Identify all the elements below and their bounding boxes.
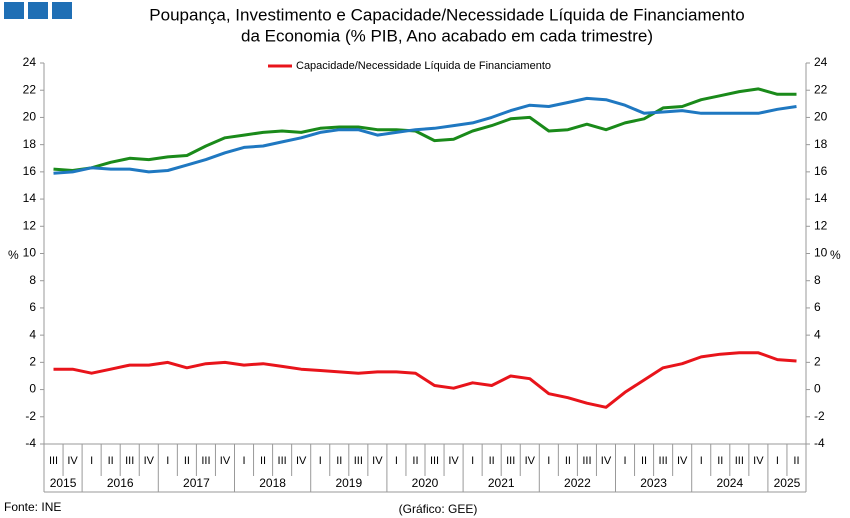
x-tick-label: II bbox=[108, 455, 114, 467]
x-tick-label: IV bbox=[372, 455, 383, 467]
y-tick-label: -4 bbox=[25, 436, 36, 450]
x-tick-label: I bbox=[471, 455, 474, 467]
x-tick-label: I bbox=[776, 455, 779, 467]
y2-tick-label: 10 bbox=[814, 246, 828, 260]
x-tick-label: I bbox=[700, 455, 703, 467]
year-label: 2018 bbox=[259, 476, 286, 490]
year-label: 2025 bbox=[774, 476, 801, 490]
x-tick-label: I bbox=[242, 455, 245, 467]
year-label: 2020 bbox=[412, 476, 439, 490]
x-tick-label: III bbox=[49, 455, 58, 467]
legend-label: Capacidade/Necessidade Líquida de Financ… bbox=[296, 60, 551, 72]
year-label: 2019 bbox=[335, 476, 362, 490]
year-label: 2023 bbox=[640, 476, 667, 490]
y-tick-label: 16 bbox=[23, 164, 37, 178]
year-label: 2016 bbox=[107, 476, 134, 490]
y-tick-label: 22 bbox=[23, 82, 37, 96]
series-line bbox=[53, 351, 797, 409]
x-tick-label: III bbox=[354, 455, 363, 467]
source: Fonte: INE bbox=[4, 500, 61, 514]
x-tick-label: I bbox=[395, 455, 398, 467]
x-tick-label: II bbox=[184, 455, 190, 467]
x-tick-label: IV bbox=[220, 455, 231, 467]
x-tick-label: I bbox=[547, 455, 550, 467]
logo-block bbox=[52, 2, 72, 19]
y-tick-label: 10 bbox=[23, 246, 37, 260]
credit: (Gráfico: GEE) bbox=[399, 502, 478, 516]
y-tick-label: 12 bbox=[23, 218, 37, 232]
y2-tick-label: -4 bbox=[814, 436, 825, 450]
logo-block bbox=[28, 2, 48, 19]
x-tick-label: II bbox=[336, 455, 342, 467]
y2-tick-label: -2 bbox=[814, 409, 825, 423]
y2-tick-label: 14 bbox=[814, 191, 828, 205]
year-label: 2021 bbox=[488, 476, 515, 490]
x-tick-label: IV bbox=[601, 455, 612, 467]
x-tick-label: IV bbox=[296, 455, 307, 467]
y-tick-label: 20 bbox=[23, 110, 37, 124]
y-tick-label: 24 bbox=[23, 55, 37, 69]
y2-tick-label: 12 bbox=[814, 218, 828, 232]
y-tick-label: 18 bbox=[23, 137, 37, 151]
x-tick-label: I bbox=[623, 455, 626, 467]
x-tick-label: II bbox=[793, 455, 799, 467]
y-tick-label: 0 bbox=[29, 382, 36, 396]
year-label: 2024 bbox=[716, 476, 743, 490]
series-line bbox=[53, 87, 797, 172]
logo-block bbox=[4, 2, 24, 19]
series-line bbox=[53, 96, 797, 175]
y2-tick-label: 0 bbox=[814, 382, 821, 396]
year-label: 2022 bbox=[564, 476, 591, 490]
x-tick-label: IV bbox=[753, 455, 764, 467]
x-tick-label: II bbox=[641, 455, 647, 467]
x-tick-label: II bbox=[412, 455, 418, 467]
x-tick-label: IV bbox=[67, 455, 78, 467]
x-tick-label: II bbox=[260, 455, 266, 467]
x-tick-label: IV bbox=[144, 455, 155, 467]
y2-tick-label: 2 bbox=[814, 355, 821, 369]
x-tick-label: II bbox=[717, 455, 723, 467]
x-tick-label: III bbox=[430, 455, 439, 467]
y-tick-label: -2 bbox=[25, 409, 36, 423]
y2-tick-label: 18 bbox=[814, 137, 828, 151]
x-tick-label: II bbox=[565, 455, 571, 467]
x-tick-label: III bbox=[659, 455, 668, 467]
y-tick-label: 14 bbox=[23, 191, 37, 205]
year-label: 2015 bbox=[50, 476, 77, 490]
x-tick-label: III bbox=[201, 455, 210, 467]
x-tick-label: I bbox=[319, 455, 322, 467]
x-tick-label: IV bbox=[677, 455, 688, 467]
y-tick-label: 6 bbox=[29, 300, 36, 314]
x-tick-label: III bbox=[582, 455, 591, 467]
year-label: 2017 bbox=[183, 476, 210, 490]
y-axis-label: % bbox=[8, 248, 19, 262]
x-tick-label: IV bbox=[525, 455, 536, 467]
chart-title: Poupança, Investimento e Capacidade/Nece… bbox=[149, 5, 744, 24]
y-tick-label: 4 bbox=[29, 327, 36, 341]
x-tick-label: III bbox=[735, 455, 744, 467]
y2-tick-label: 6 bbox=[814, 300, 821, 314]
y2-tick-label: 4 bbox=[814, 327, 821, 341]
x-tick-label: III bbox=[125, 455, 134, 467]
chart-title: da Economia (% PIB, Ano acabado em cada … bbox=[241, 26, 653, 45]
y-tick-label: 8 bbox=[29, 273, 36, 287]
y2-tick-label: 8 bbox=[814, 273, 821, 287]
x-tick-label: III bbox=[278, 455, 287, 467]
x-tick-label: I bbox=[90, 455, 93, 467]
y2-tick-label: 24 bbox=[814, 55, 828, 69]
y2-tick-label: 16 bbox=[814, 164, 828, 178]
y2-tick-label: 20 bbox=[814, 110, 828, 124]
y2-tick-label: 22 bbox=[814, 82, 828, 96]
x-tick-label: I bbox=[166, 455, 169, 467]
x-tick-label: II bbox=[489, 455, 495, 467]
y2-axis-label: % bbox=[830, 248, 841, 262]
x-tick-label: III bbox=[506, 455, 515, 467]
y-tick-label: 2 bbox=[29, 355, 36, 369]
x-tick-label: IV bbox=[448, 455, 459, 467]
